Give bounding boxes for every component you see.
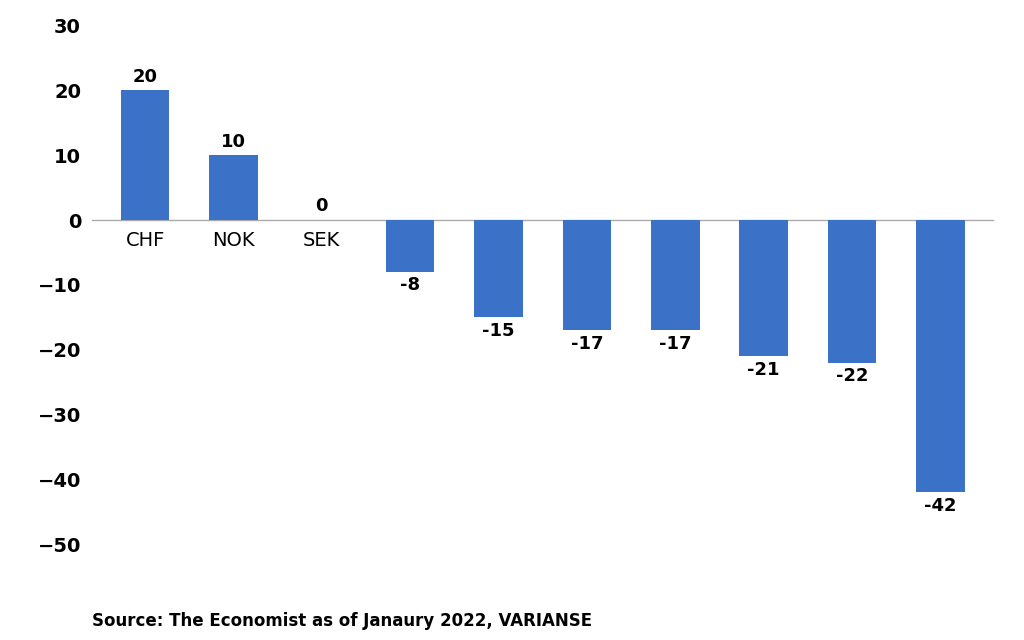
Text: -17: -17 — [659, 335, 691, 353]
Bar — [651, 220, 699, 330]
Text: -22: -22 — [836, 367, 868, 385]
Text: 10: 10 — [221, 132, 246, 150]
Bar — [386, 220, 434, 272]
Text: 0: 0 — [315, 198, 328, 216]
Text: Source: The Economist as of Janaury 2022, VARIANSE: Source: The Economist as of Janaury 2022… — [92, 612, 592, 630]
Bar — [209, 155, 258, 220]
Text: -21: -21 — [748, 360, 780, 379]
Bar — [121, 90, 169, 220]
Text: -42: -42 — [924, 497, 956, 515]
Bar — [739, 220, 787, 356]
Bar — [474, 220, 523, 317]
Text: -17: -17 — [570, 335, 603, 353]
Bar — [827, 220, 877, 362]
Text: -15: -15 — [482, 322, 515, 340]
Text: 20: 20 — [133, 68, 158, 86]
Text: -8: -8 — [400, 276, 420, 294]
Bar — [562, 220, 611, 330]
Bar — [916, 220, 965, 492]
